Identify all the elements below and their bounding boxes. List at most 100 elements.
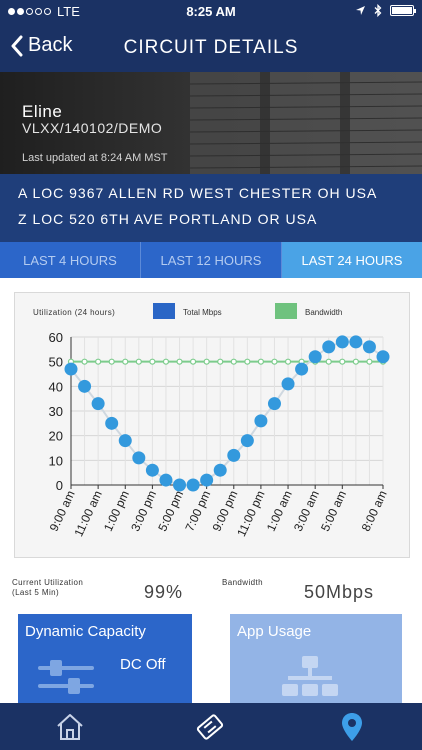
point-bandwidth (95, 358, 102, 365)
utilization-chart: Utilization (24 hours) Total Mbps Bandwi… (33, 303, 390, 539)
point-bandwidth (257, 358, 265, 365)
tab-last-12-hours[interactable]: LAST 12 HOURS (141, 242, 282, 278)
point-bandwidth (81, 358, 88, 365)
current-utilization-label: Current Utilization (Last 5 Min) (12, 578, 83, 598)
utilization-chart-card: Utilization (24 hours) Total Mbps Bandwi… (14, 292, 410, 558)
app-usage-title: App Usage (237, 623, 312, 640)
point-total-mbps (322, 340, 336, 354)
circuit-id: VLXX/140102/DEMO (22, 120, 163, 136)
carrier-label: LTE (57, 4, 80, 19)
ticket-icon[interactable] (194, 711, 226, 743)
dynamic-capacity-tile[interactable]: Dynamic Capacity DC Off (18, 614, 192, 706)
point-total-mbps (64, 362, 78, 376)
point-bandwidth (284, 358, 292, 365)
series-line-total-mbps (70, 340, 384, 486)
bottom-tab-bar (0, 703, 422, 750)
current-utilization-label-line1: Current Utilization (12, 578, 84, 587)
point-total-mbps (186, 478, 200, 492)
bluetooth-icon (374, 4, 382, 17)
point-bandwidth (217, 358, 224, 365)
y-tick-label: 30 (49, 404, 63, 419)
x-tick-label: 7:00 pm (182, 488, 213, 533)
y-tick-label: 0 (56, 478, 63, 493)
y-tick-label: 50 (49, 355, 63, 370)
point-bandwidth (230, 358, 237, 365)
back-label: Back (28, 34, 73, 56)
y-tick-label: 40 (49, 379, 63, 394)
location-arrow-icon (356, 6, 365, 15)
point-total-mbps (362, 340, 376, 354)
point-total-mbps (91, 397, 105, 411)
dynamic-capacity-status: DC Off (120, 656, 166, 673)
page-title: CIRCUIT DETAILS (123, 37, 299, 58)
current-utilization-value: 99% (144, 582, 184, 602)
point-total-mbps (118, 434, 132, 448)
circuit-name: Eline (22, 102, 63, 121)
point-bandwidth (108, 358, 115, 365)
time-range-tabs: LAST 4 HOURS LAST 12 HOURS LAST 24 HOURS (0, 242, 422, 278)
point-bandwidth (271, 358, 278, 365)
status-right (355, 4, 416, 17)
circuit-locations: A LOC 9367 ALLEN RD WEST CHESTER OH USA … (0, 174, 422, 242)
point-bandwidth (176, 358, 183, 365)
x-tick-label: 5:00 pm (155, 488, 186, 533)
chevron-left-icon (11, 35, 23, 56)
point-bandwidth (339, 358, 346, 365)
tab-last-4-hours[interactable]: LAST 4 HOURS (0, 242, 141, 278)
location-z: Z LOC 520 6TH AVE PORTLAND OR USA (18, 211, 318, 227)
point-total-mbps (308, 350, 322, 364)
point-total-mbps (295, 362, 309, 376)
point-bandwidth (149, 358, 156, 365)
location-pin-icon[interactable] (336, 711, 368, 743)
last-updated: Last updated at 8:24 AM MST (22, 152, 168, 164)
point-bandwidth (325, 358, 332, 365)
current-utilization-label-line2: (Last 5 Min) (12, 588, 60, 597)
dynamic-capacity-title: Dynamic Capacity (25, 623, 146, 640)
bandwidth-value: 50Mbps (304, 582, 375, 602)
point-total-mbps (227, 448, 241, 462)
point-total-mbps (78, 379, 92, 393)
back-button[interactable]: Back (10, 34, 72, 57)
point-bandwidth (135, 358, 142, 365)
x-tick-label: 1:00 am (264, 488, 295, 533)
y-tick-label: 20 (49, 429, 63, 444)
point-total-mbps (132, 451, 146, 465)
legend-swatch-bandwidth (275, 303, 297, 319)
x-tick-label: 1:00 pm (101, 488, 132, 533)
point-total-mbps (213, 463, 227, 477)
point-total-mbps (173, 478, 187, 492)
battery-icon (390, 5, 416, 16)
point-total-mbps (281, 377, 295, 391)
point-bandwidth (244, 358, 251, 365)
point-bandwidth (189, 358, 197, 365)
x-tick-label: 3:00 am (291, 488, 322, 533)
point-bandwidth (162, 358, 170, 365)
point-total-mbps (105, 416, 119, 430)
legend-total-label: Total Mbps (183, 308, 222, 317)
point-bandwidth (203, 358, 210, 365)
point-bandwidth (122, 358, 129, 365)
legend-bandwidth-label: Bandwidth (305, 308, 342, 317)
x-tick-label: 9:00 am (47, 488, 78, 533)
x-tick-label: 8:00 am (359, 488, 390, 533)
point-total-mbps (240, 434, 254, 448)
home-icon[interactable] (54, 711, 86, 743)
x-tick-label: 3:00 pm (128, 488, 159, 533)
x-tick-label: 9:00 pm (209, 488, 240, 533)
chart-title: Utilization (24 hours) (33, 308, 115, 317)
point-bandwidth (352, 358, 359, 365)
navigation-bar: Back CIRCUIT DETAILS (0, 24, 422, 72)
signal-strength-icon (8, 8, 51, 15)
status-time: 8:25 AM (186, 4, 236, 19)
sliders-icon (38, 660, 94, 694)
app-usage-tile[interactable]: App Usage (230, 614, 402, 706)
y-tick-label: 10 (49, 453, 63, 468)
point-total-mbps (335, 335, 349, 349)
signal-carrier: LTE (8, 4, 80, 19)
tab-last-24-hours[interactable]: LAST 24 HOURS (282, 242, 422, 278)
x-tick-label: 5:00 am (318, 488, 349, 533)
status-bar: LTE 8:25 AM (0, 0, 422, 24)
point-total-mbps (254, 414, 268, 428)
point-total-mbps (159, 473, 173, 487)
point-total-mbps (349, 335, 363, 349)
